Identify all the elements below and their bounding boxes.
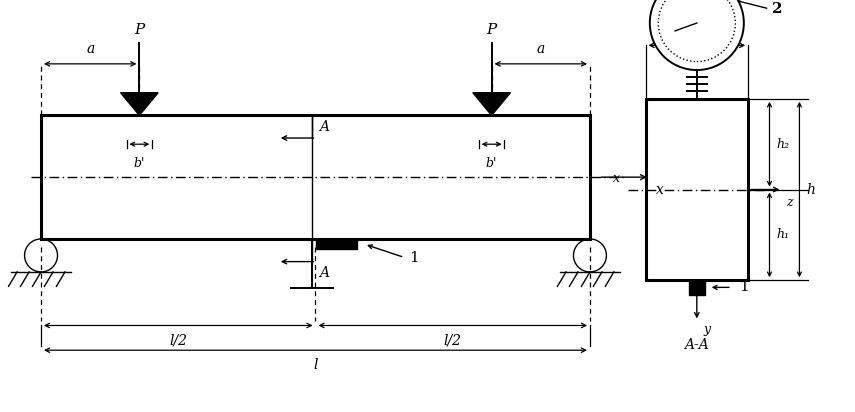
Text: A: A: [319, 266, 329, 280]
Circle shape: [650, 0, 744, 70]
Polygon shape: [316, 239, 357, 249]
Text: x: x: [656, 183, 663, 197]
Polygon shape: [121, 93, 158, 115]
Text: h₁: h₁: [776, 228, 789, 241]
Text: l/2: l/2: [169, 334, 187, 348]
Text: A-A: A-A: [685, 338, 709, 352]
Text: P: P: [486, 23, 497, 37]
Text: 1: 1: [739, 281, 748, 294]
Text: b': b': [486, 157, 498, 170]
Text: l: l: [313, 358, 318, 372]
Text: l/2: l/2: [444, 334, 462, 348]
Text: y: y: [704, 323, 711, 337]
Text: b: b: [693, 23, 701, 37]
Text: 2: 2: [772, 2, 782, 16]
Text: A: A: [319, 120, 329, 134]
Text: 1: 1: [409, 250, 418, 265]
Text: a: a: [86, 42, 94, 56]
Text: a: a: [537, 42, 545, 56]
Text: P: P: [134, 23, 144, 37]
Text: x: x: [613, 172, 620, 185]
Text: h: h: [806, 183, 815, 197]
Polygon shape: [689, 280, 705, 295]
Text: h₂: h₂: [776, 138, 789, 151]
Text: z: z: [787, 196, 793, 209]
Polygon shape: [473, 93, 510, 115]
Text: b': b': [133, 157, 145, 170]
